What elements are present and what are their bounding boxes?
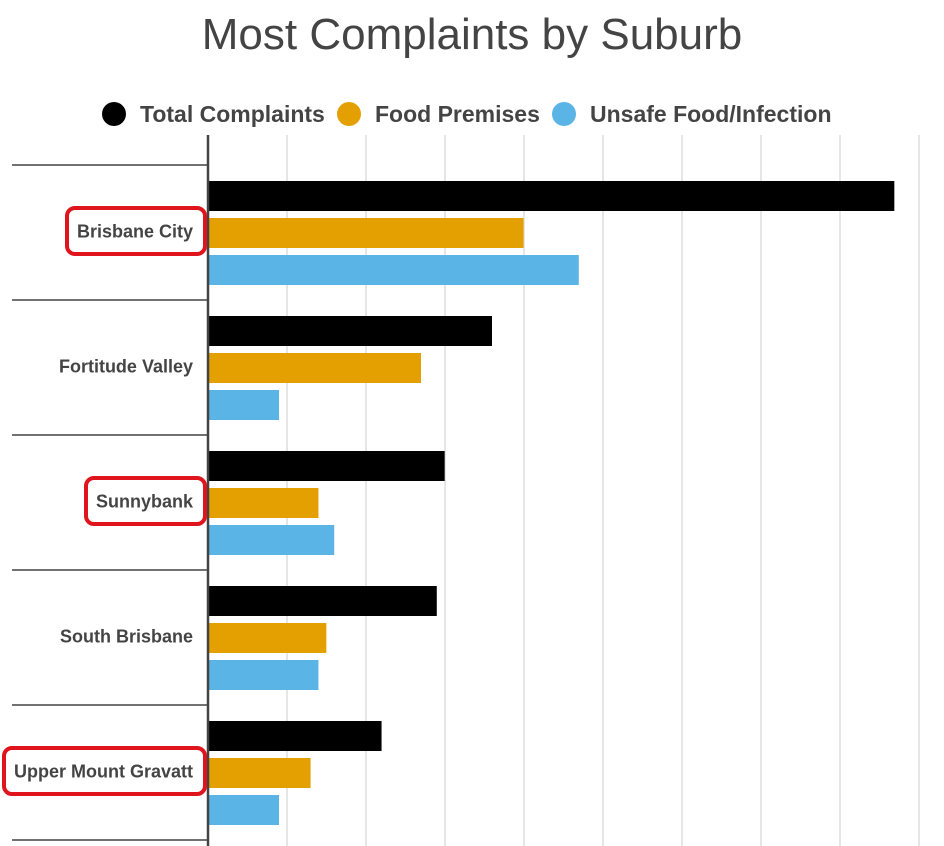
bar [208,488,319,518]
category-label: Sunnybank [95,491,193,512]
bar [208,586,437,616]
legend-label-food-premises: Food Premises [375,100,540,127]
bar [208,623,327,653]
bar [208,255,579,285]
legend-swatch-unsafe-food [552,102,576,126]
bar [208,660,319,690]
legend-swatch-total [102,102,126,126]
category-label: Brisbane City [76,221,193,242]
chart-title: Most Complaints by Suburb [201,10,743,59]
bar [208,218,524,248]
bar [208,353,421,383]
highlight-box [83,476,207,526]
category-label: South Brisbane [59,626,193,647]
bar [208,316,492,346]
category-label: Fortitude Valley [58,356,193,377]
legend-item-food-premises: Food Premises [337,98,540,130]
bar [208,525,335,555]
bar [208,721,382,751]
legend-label-unsafe-food: Unsafe Food/Infection [590,100,832,127]
legend-item-unsafe-food: Unsafe Food/Infection [552,98,832,130]
bar [208,390,279,420]
category-label: Upper Mount Gravatt [13,761,193,782]
bar [208,451,445,481]
bar [208,758,311,788]
bar [208,181,895,211]
legend-swatch-food-premises [337,102,361,126]
highlight-box [64,206,207,256]
legend-label-total: Total Complaints [140,100,325,127]
legend-item-total: Total Complaints [102,98,325,130]
bar [208,795,279,825]
highlight-box [1,746,207,796]
legend: Total Complaints Food Premises Unsafe Fo… [0,98,944,130]
